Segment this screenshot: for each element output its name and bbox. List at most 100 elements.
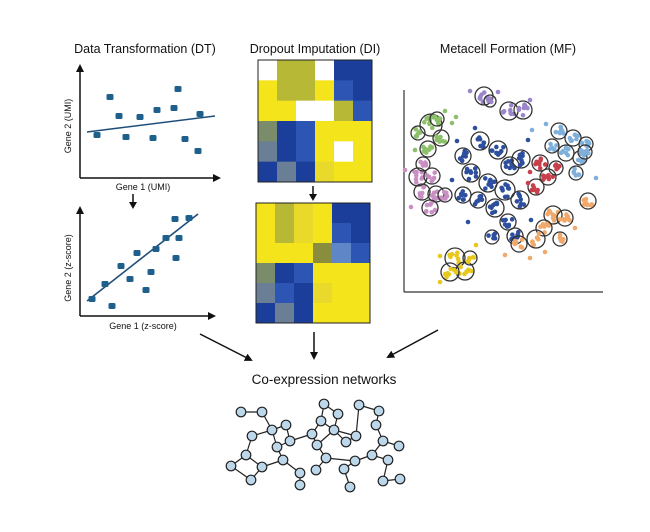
heatmap-cell xyxy=(351,263,371,284)
cell-dot xyxy=(472,166,478,171)
network-node xyxy=(318,398,330,410)
cell-dot xyxy=(497,150,503,156)
cell-dot xyxy=(575,157,581,163)
network-node xyxy=(366,449,378,461)
cell-dot xyxy=(431,190,437,196)
dt-top-point xyxy=(115,113,123,119)
heatmap-cell xyxy=(296,100,316,122)
heatmap-cell xyxy=(332,223,352,244)
cell-dot xyxy=(483,186,488,191)
heatmap-cell xyxy=(277,141,297,163)
cell-dot xyxy=(540,222,546,227)
network-node xyxy=(294,467,306,479)
heatmap-cell xyxy=(296,80,316,102)
cell-dot xyxy=(581,153,587,158)
heatmap-cell xyxy=(315,121,335,142)
cell-dot xyxy=(527,97,533,103)
dt-down-arrowhead xyxy=(129,202,137,209)
cell-dot xyxy=(554,143,559,148)
dt-bottom-points xyxy=(88,215,193,309)
cell-dot xyxy=(466,176,472,182)
cell-dot xyxy=(475,198,481,204)
network-node xyxy=(332,408,344,420)
network-node xyxy=(256,406,268,418)
network-node xyxy=(246,430,258,442)
network-node xyxy=(344,481,356,493)
cell-dot xyxy=(525,105,530,111)
cell-dot xyxy=(573,173,579,178)
network-nodes xyxy=(225,398,406,493)
heatmap-cell xyxy=(256,263,276,284)
cell-dot xyxy=(564,216,569,222)
cell-dot xyxy=(560,148,566,154)
heatmap-cell xyxy=(353,121,373,142)
mf-panel: Metacell Formation (MF) xyxy=(402,42,603,293)
cell-dot xyxy=(436,136,442,141)
heatmap-cell xyxy=(275,303,295,324)
heatmap-cell xyxy=(277,80,297,102)
metacell-circle xyxy=(510,235,528,253)
dt-bottom-point xyxy=(147,269,155,275)
cell-dot xyxy=(540,173,546,179)
cell-dot xyxy=(449,120,455,126)
dt-top-point xyxy=(106,94,114,100)
heatmap-cell xyxy=(258,161,278,183)
cell-dot xyxy=(429,209,435,215)
cell-dot xyxy=(413,126,419,132)
heatmap-cell xyxy=(351,283,371,304)
heatmap-cell xyxy=(332,263,352,284)
cell-dot xyxy=(494,150,499,156)
cell-dot xyxy=(517,193,522,198)
dt-bottom-xlabel: Gene 1 (z-score) xyxy=(109,321,177,331)
arrow-dt-to-network xyxy=(199,333,253,361)
arrow-mf-to-network xyxy=(386,329,439,358)
metacell-circle xyxy=(531,154,549,172)
cell-dot xyxy=(431,176,436,181)
metacell-circle xyxy=(511,149,531,169)
cell-dot xyxy=(432,207,438,213)
network-node xyxy=(271,441,283,453)
heatmap-cell xyxy=(258,80,278,102)
heatmap-before xyxy=(258,60,373,183)
metacell-circle xyxy=(543,205,563,225)
heatmap-cell xyxy=(313,243,333,264)
cell-dot xyxy=(522,103,527,108)
cell-dot xyxy=(578,148,584,153)
heatmap-cell xyxy=(256,283,276,304)
dt-bottom-point xyxy=(172,255,180,261)
heatmap-cell xyxy=(256,243,276,264)
heatmap-cell xyxy=(351,243,371,264)
metacell-circle xyxy=(423,167,441,185)
heatmap-cell xyxy=(277,121,297,142)
network-node xyxy=(284,435,296,447)
dt-top-point xyxy=(122,134,130,140)
network-node xyxy=(315,415,327,427)
heatmap-cell xyxy=(334,161,354,183)
cell-dot xyxy=(466,255,472,261)
cell-dot xyxy=(455,256,461,262)
network-node xyxy=(235,406,247,418)
metacell-circle xyxy=(415,156,431,172)
cell-dot xyxy=(442,108,448,114)
dt-bottom-point xyxy=(185,215,193,221)
cell-dot xyxy=(538,156,544,161)
heatmap-after-border xyxy=(255,202,371,324)
network-node xyxy=(277,454,289,466)
metacell-circle xyxy=(461,163,481,183)
di-panel: Dropout Imputation (DI) xyxy=(250,42,380,324)
metacell-circle xyxy=(564,129,582,147)
cell-dot xyxy=(478,193,484,199)
network-node xyxy=(310,464,322,476)
cell-dot xyxy=(530,183,536,188)
metacell-circle xyxy=(526,229,546,249)
cell-dot xyxy=(579,159,584,165)
heatmap-cell xyxy=(296,141,316,163)
cell-dot xyxy=(476,135,482,140)
cell-dot xyxy=(563,145,569,151)
metacell-circle xyxy=(548,160,564,176)
heatmap-before-border xyxy=(257,59,373,183)
network-node xyxy=(294,479,306,491)
heatmap-cell xyxy=(351,203,371,224)
dt-bottom-ylabel: Gene 2 (z-score) xyxy=(63,234,73,302)
metacell-circle xyxy=(527,178,545,196)
